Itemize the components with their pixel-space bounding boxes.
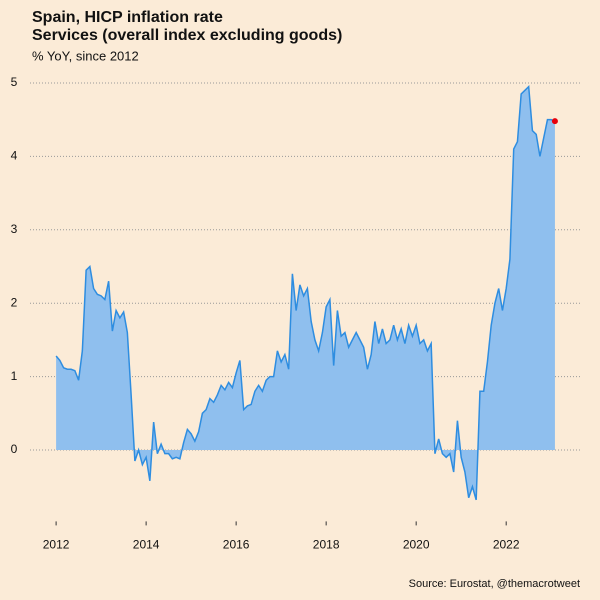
chart-subtitle: % YoY, since 2012 <box>32 48 139 63</box>
x-tick-label: 2012 <box>43 538 70 552</box>
y-tick-label: 2 <box>11 295 18 309</box>
chart-title: Spain, HICP inflation rate <box>32 9 223 26</box>
last-point <box>551 118 558 125</box>
y-tick-label: 4 <box>11 149 18 163</box>
x-tick-label: 2016 <box>223 538 250 552</box>
y-tick-label: 5 <box>11 75 18 89</box>
y-tick-label: 0 <box>11 442 18 456</box>
source-note: Source: Eurostat, @themacrotweet <box>409 578 580 590</box>
x-tick-label: 2018 <box>313 538 340 552</box>
y-tick-label: 1 <box>11 369 18 383</box>
y-tick-label: 3 <box>11 222 18 236</box>
line <box>55 84 556 501</box>
x-tick-label: 2020 <box>403 538 430 552</box>
chart-title: Services (overall index excluding goods) <box>32 27 342 44</box>
x-tick-label: 2022 <box>493 538 520 552</box>
x-tick-label: 2014 <box>133 538 160 552</box>
